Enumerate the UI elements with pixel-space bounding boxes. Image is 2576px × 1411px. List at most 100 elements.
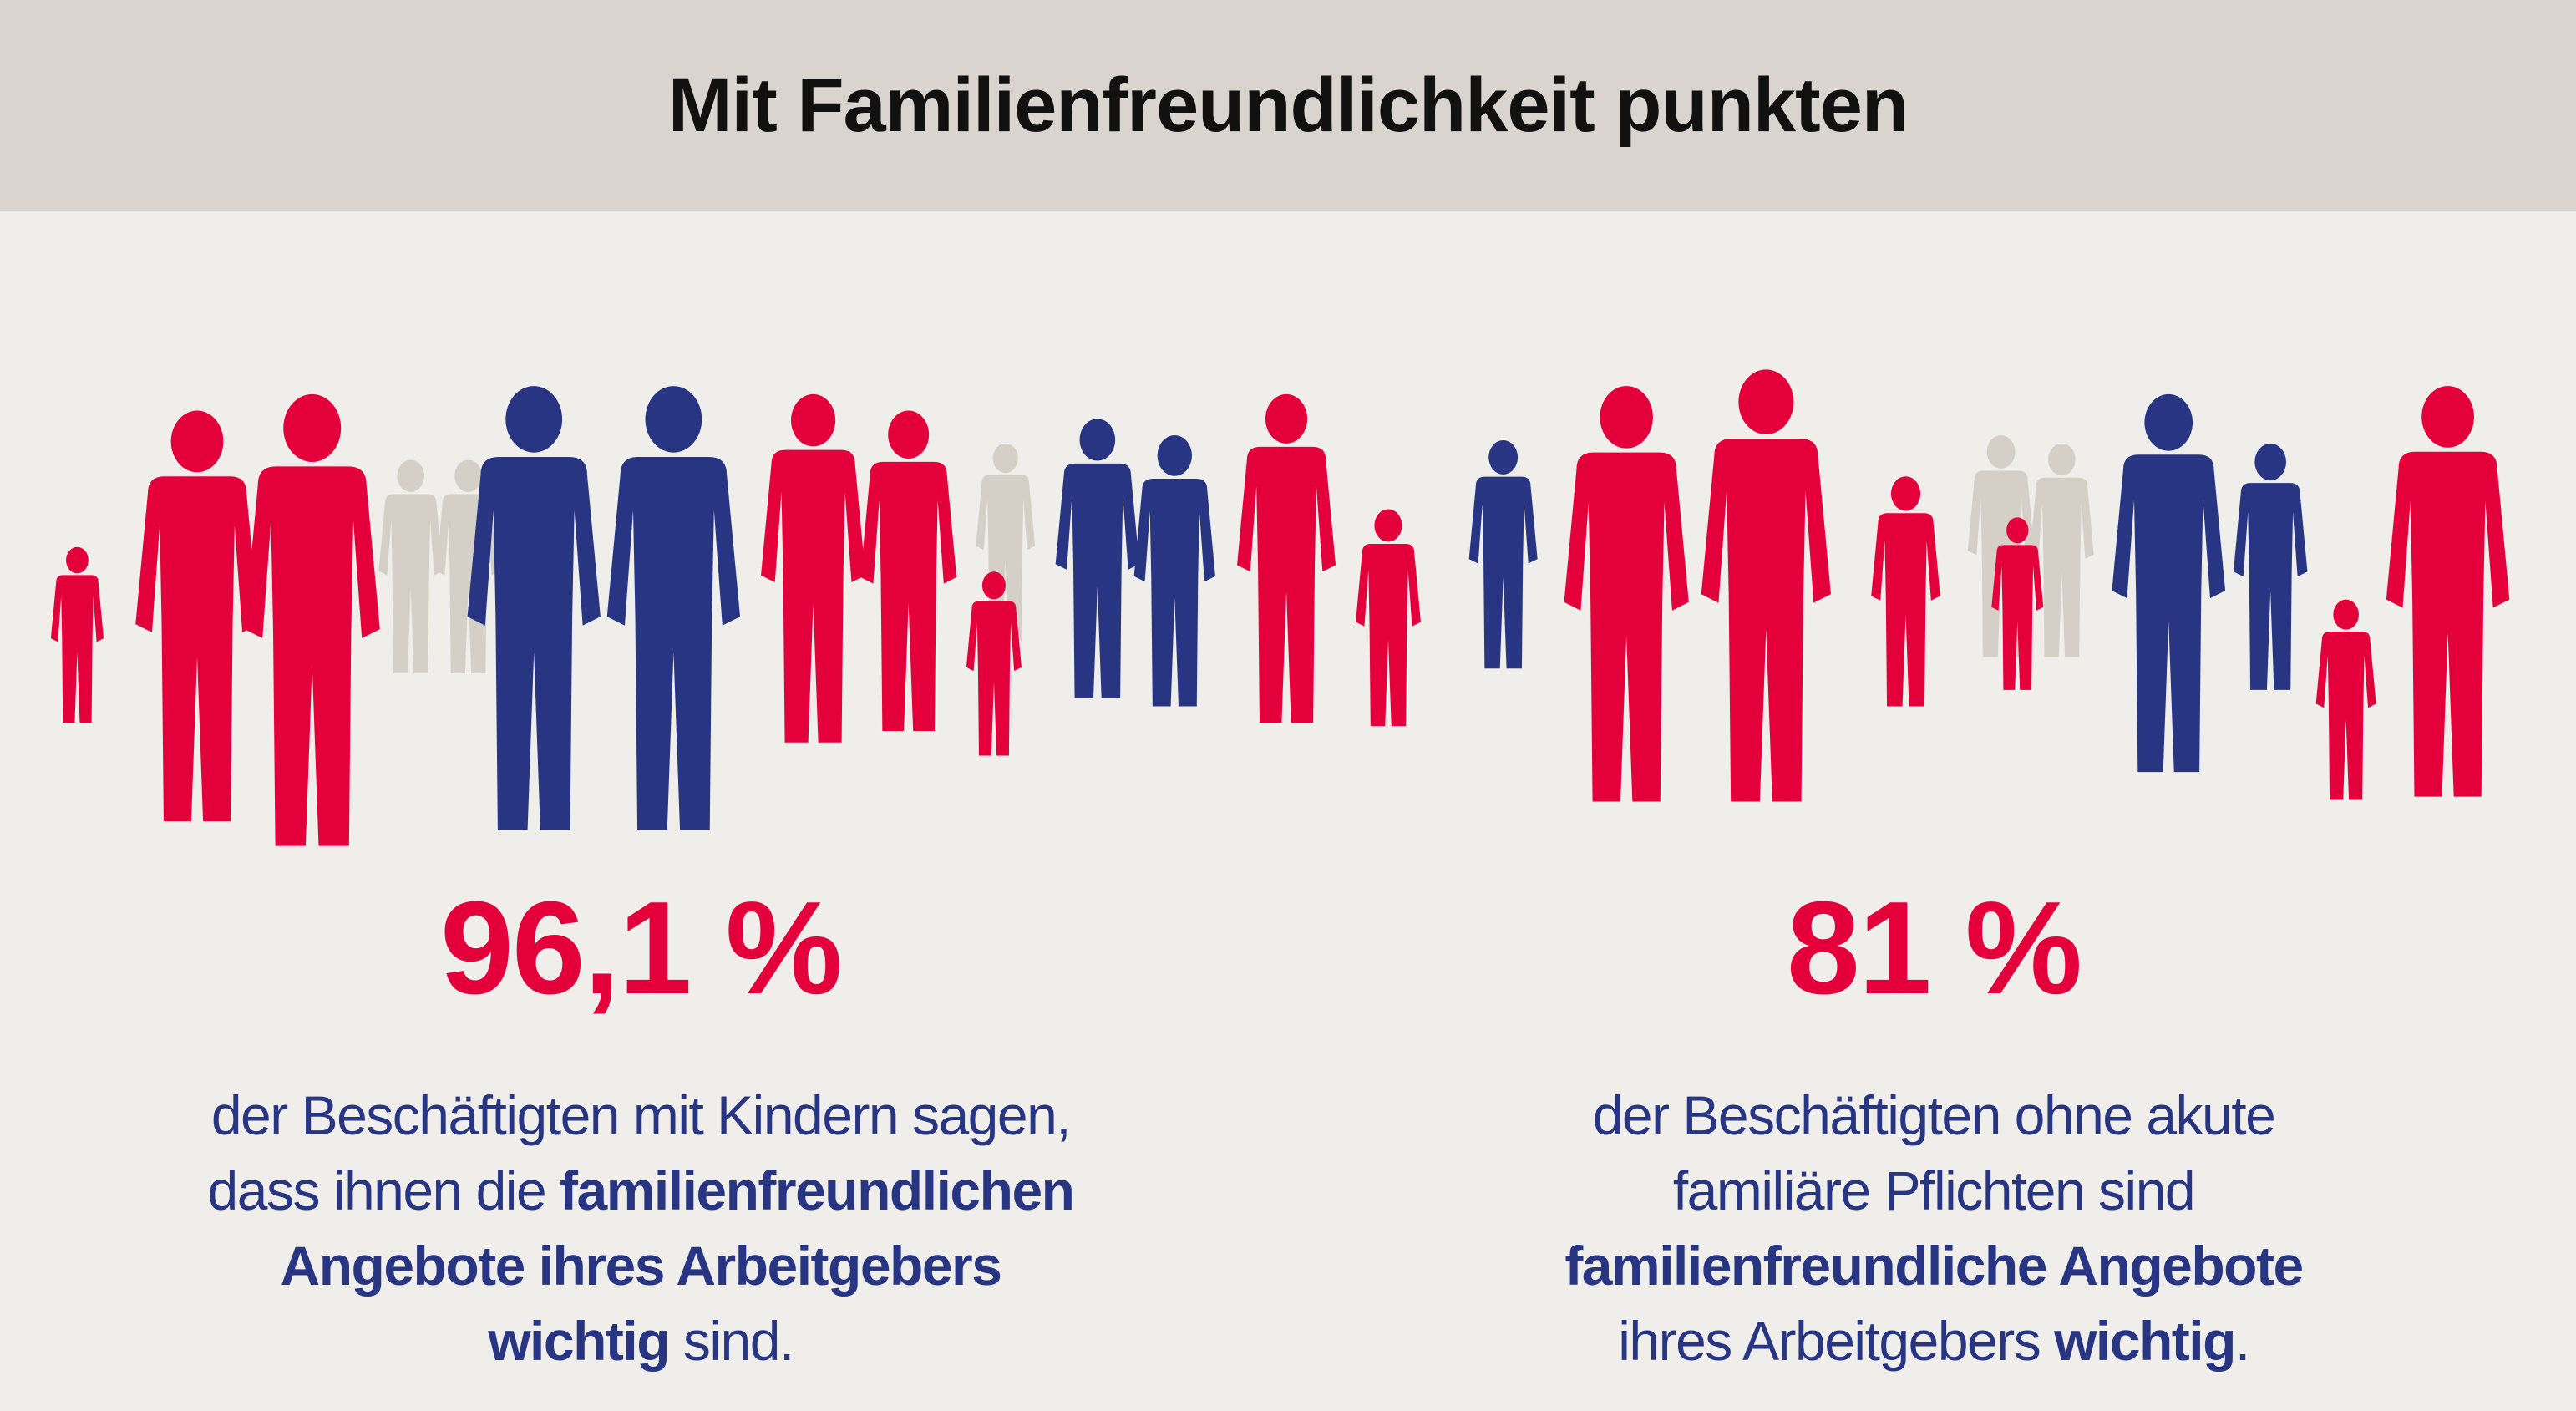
person-silhouette: [244, 393, 380, 846]
person-body: [1055, 463, 1140, 698]
person-silhouette: [2112, 393, 2226, 773]
person-silhouette: [606, 386, 741, 830]
person-head: [1600, 386, 1653, 449]
person-silhouette: [2386, 386, 2510, 797]
person-head: [1265, 393, 1308, 444]
desc-line: familiäre Pflichten sind: [1307, 1153, 2560, 1228]
desc-line: der Beschäftigten ohne akute: [1307, 1078, 2560, 1153]
text: .: [2234, 1310, 2250, 1372]
person-body: [135, 476, 259, 822]
person-body: [761, 449, 866, 743]
stat-without-family-duties: 81 % der Beschäftigten ohne akute famili…: [1307, 869, 2560, 1378]
text: der Beschäftigten mit Kindern sagen,: [210, 1084, 1072, 1146]
person-body: [976, 475, 1036, 641]
text: dass ihnen die: [207, 1160, 560, 1221]
person-body: [467, 457, 601, 830]
stat-value: 96,1 %: [440, 875, 843, 1022]
person-silhouette: [1701, 369, 1831, 802]
person-head: [992, 443, 1018, 474]
header-bar: Mit Familienfreundlichkeit punkten: [0, 0, 2576, 211]
person-body: [1701, 439, 1831, 802]
person-head: [454, 459, 482, 492]
person-head: [66, 546, 89, 574]
person-silhouette: [1356, 509, 1421, 727]
person-silhouette: [1871, 476, 1940, 707]
person-silhouette: [761, 393, 866, 743]
text: ihres Arbeitgebers: [1618, 1310, 2055, 1372]
person-head: [2144, 393, 2193, 451]
stat-description: der Beschäftigten ohne akute familiäre P…: [1307, 1078, 2560, 1378]
person-head: [1738, 369, 1794, 434]
desc-line: dass ihnen die familienfreundlichen: [14, 1153, 1267, 1228]
person-body: [1468, 476, 1538, 669]
person-head: [1890, 476, 1921, 511]
person-body: [50, 575, 104, 723]
person-head: [791, 393, 836, 447]
person-silhouette: [1991, 517, 2044, 690]
bold-text: familienfreundlichen: [560, 1160, 1075, 1221]
person-silhouette: [50, 546, 104, 723]
person-silhouette: [966, 571, 1022, 756]
stat-value: 81 %: [1786, 875, 2082, 1022]
person-head: [888, 410, 930, 459]
desc-line: Angebote ihres Arbeitgebers: [14, 1228, 1267, 1303]
person-body: [966, 601, 1022, 756]
person-head: [1986, 435, 2016, 469]
person-head: [505, 386, 563, 453]
person-silhouette: [1564, 386, 1689, 802]
person-body: [2233, 483, 2308, 690]
person-head: [397, 459, 425, 492]
person-body: [2315, 632, 2376, 800]
bold-text: wichtig: [488, 1310, 670, 1372]
stat-with-children: 96,1 % der Beschäftigten mit Kindern sag…: [14, 869, 1267, 1378]
person-body: [606, 457, 741, 830]
page-title: Mit Familienfreundlichkeit punkten: [667, 62, 1909, 148]
person-silhouette: [976, 443, 1036, 641]
person-body: [2386, 451, 2510, 797]
person-head: [2421, 386, 2474, 448]
desc-line: der Beschäftigten mit Kindern sagen,: [14, 1078, 1267, 1153]
person-silhouette: [1468, 439, 1538, 669]
person-silhouette: [2315, 599, 2376, 800]
person-head: [283, 393, 342, 463]
person-body: [378, 494, 444, 674]
person-silhouette: [2233, 443, 2308, 690]
text: sind.: [669, 1310, 794, 1372]
person-body: [1237, 446, 1336, 723]
person-body: [1133, 478, 1215, 707]
desc-line: familienfreundliche Angebote: [1307, 1228, 2560, 1303]
person-body: [2112, 454, 2226, 773]
person-head: [2048, 443, 2076, 476]
bold-text: wichtig: [2054, 1310, 2236, 1372]
person-head: [2006, 517, 2029, 544]
person-body: [1871, 513, 1940, 707]
person-silhouette: [1055, 419, 1140, 698]
person-body: [1991, 545, 2044, 690]
person-head: [1157, 435, 1192, 476]
person-silhouette: [135, 410, 259, 822]
person-head: [645, 386, 702, 453]
person-silhouette: [860, 410, 957, 731]
person-body: [860, 461, 957, 731]
person-silhouette: [467, 386, 601, 830]
person-head: [170, 410, 224, 473]
desc-line: ihres Arbeitgebers wichtig.: [1307, 1303, 2560, 1378]
stat-description: der Beschäftigten mit Kindern sagen, das…: [14, 1078, 1267, 1378]
person-silhouette: [378, 459, 444, 674]
text: der Beschäftigten ohne akute: [1592, 1084, 2276, 1146]
person-head: [2254, 443, 2286, 481]
desc-line: wichtig sind.: [14, 1303, 1267, 1378]
person-head: [1374, 509, 1402, 542]
text: familiäre Pflichten sind: [1672, 1160, 2196, 1221]
person-head: [981, 571, 1006, 600]
person-body: [1564, 452, 1689, 802]
bold-text: familienfreundliche Angebote: [1564, 1235, 2304, 1297]
person-head: [2333, 599, 2359, 630]
person-head: [1488, 439, 1519, 475]
person-body: [2030, 477, 2094, 657]
person-head: [1079, 419, 1116, 461]
person-body: [1356, 544, 1421, 727]
person-silhouette: [1133, 435, 1215, 707]
person-silhouette: [2030, 443, 2094, 657]
